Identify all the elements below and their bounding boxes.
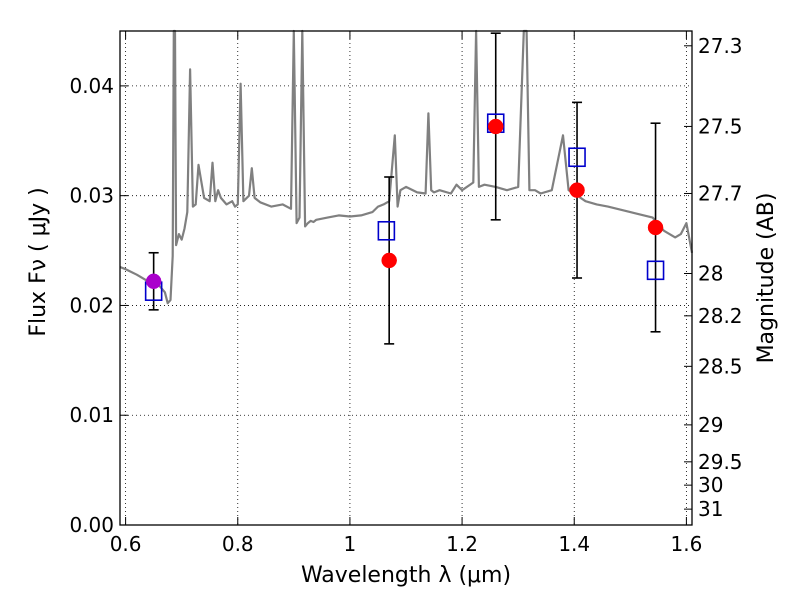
y-axis-title: Flux Fν ( μJy ) (26, 187, 51, 336)
y-tick-label: 0.04 (69, 74, 114, 98)
observed-point (647, 219, 664, 236)
y-tick-label: 0.02 (69, 293, 114, 317)
x-tick-label: 1.4 (558, 532, 590, 556)
x-tick-label: 1.2 (446, 532, 478, 556)
right-tick-label: 27.3 (698, 34, 743, 58)
right-tick-label: 28 (698, 262, 723, 286)
observed-point (487, 118, 504, 135)
right-tick-label: 28.2 (698, 304, 743, 328)
x-tick-label: 1 (344, 532, 357, 556)
x-tick-label: 0.6 (110, 532, 142, 556)
synthetic-point (646, 260, 665, 281)
model-spectrum (119, 29, 694, 305)
observed-point (145, 273, 162, 290)
right-tick-label: 29.5 (698, 450, 743, 474)
observed-point (381, 252, 397, 269)
synthetic-point (377, 220, 396, 241)
grid (120, 31, 692, 525)
observed-point (569, 182, 585, 198)
observed-photometry (145, 118, 664, 290)
y-tick-label: 0.01 (69, 403, 114, 427)
right-tick-label: 28.5 (698, 354, 743, 378)
right-tick-label: 27.7 (698, 181, 743, 205)
x-tick-label: 1.6 (670, 532, 702, 556)
y-tick-label: 0.00 (69, 513, 114, 537)
x-tick-label: 0.8 (222, 532, 254, 556)
y-axis: 0.00 0.01 0.02 0.03 0.04 (69, 74, 128, 537)
x-axis-title: Wavelength λ (μm) (301, 563, 511, 588)
right-tick-label: 31 (698, 497, 723, 521)
right-tick-label: 27.5 (698, 114, 743, 138)
synthetic-point (568, 147, 586, 168)
plot-frame (119, 30, 693, 526)
x-axis: 0.6 0.8 1 1.2 1.4 1.6 (110, 31, 702, 556)
right-tick-label: 30 (698, 473, 723, 497)
right-tick-label: 29 (698, 413, 723, 437)
y-tick-label: 0.03 (69, 184, 114, 208)
model-spectrum-line (119, 29, 694, 305)
right-axis-title: Magnitude (AB) (754, 193, 779, 364)
